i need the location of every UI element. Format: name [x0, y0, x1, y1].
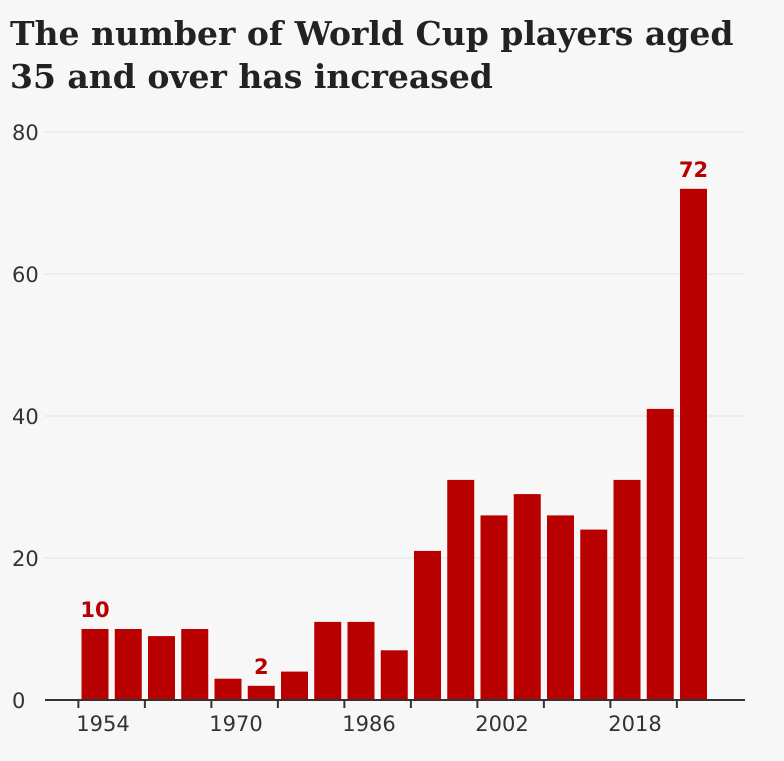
bars — [81, 188, 707, 701]
x-tick-label: 1970 — [209, 712, 262, 736]
y-tick-label: 80 — [12, 121, 39, 145]
bar — [148, 636, 175, 700]
y-tick-label: 0 — [12, 689, 25, 713]
data-label: 72 — [679, 158, 708, 182]
bar — [114, 629, 142, 700]
bar — [181, 629, 209, 700]
x-axis: 1954 1970 1986 2002 2018 — [45, 699, 745, 736]
bar — [414, 550, 441, 700]
bar — [447, 479, 475, 700]
bar — [513, 494, 541, 700]
bar — [314, 621, 342, 700]
bar — [613, 479, 641, 700]
bar — [347, 621, 375, 700]
data-label: 10 — [80, 598, 109, 622]
x-tick-label: 1954 — [76, 712, 129, 736]
bar — [81, 629, 109, 700]
bar — [247, 685, 275, 700]
x-tick-label: 2018 — [608, 712, 661, 736]
y-tick-label: 20 — [12, 547, 39, 571]
data-label: 2 — [254, 655, 269, 679]
y-axis: 0 20 40 60 80 — [12, 121, 39, 713]
bar — [380, 650, 408, 700]
data-labels: 10 2 72 — [80, 158, 708, 679]
y-tick-label: 40 — [12, 405, 39, 429]
chart-title: The number of World Cup players aged 35 … — [10, 14, 734, 96]
bar — [547, 515, 574, 700]
bar — [480, 515, 508, 700]
bar — [580, 529, 608, 700]
y-tick-label: 60 — [12, 263, 39, 287]
bar — [680, 188, 707, 701]
x-tick-label: 1986 — [342, 712, 395, 736]
bar — [281, 671, 308, 700]
x-tick-label: 2002 — [475, 712, 528, 736]
bar — [214, 678, 242, 700]
bar — [646, 408, 674, 700]
